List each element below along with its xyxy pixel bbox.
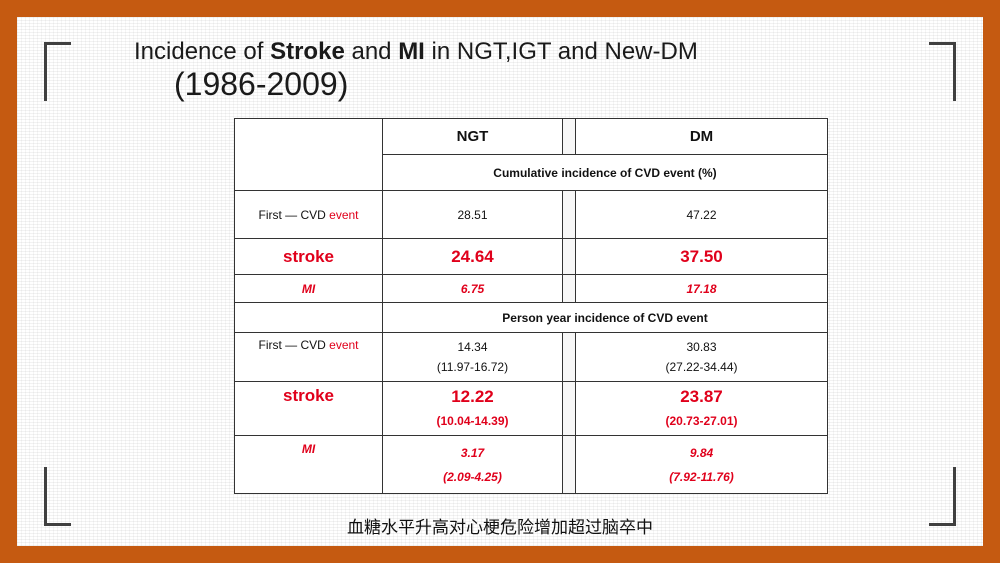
table-row: NGT DM (234, 118, 828, 191)
column-separator (562, 118, 576, 155)
confidence-interval: (11.97-16.72) (436, 360, 509, 374)
slide: Incidence of Stroke and MI in NGT,IGT an… (17, 17, 983, 546)
row-label-mi: MI (234, 274, 383, 303)
title-years: (1986-2009) (174, 66, 349, 102)
table-row: First — CVD event 28.51 47.22 (234, 190, 828, 239)
first-cvd-event-word: event (329, 338, 359, 352)
table-blank-cell (234, 302, 383, 333)
table-row: MI 3.17 (2.09-4.25) 9.84 (7.92-11.76) (234, 435, 828, 494)
cell-py-stroke-dm: 23.87 (20.73-27.01) (575, 381, 828, 436)
value: 9.84 (689, 445, 714, 460)
title-suffix: in NGT,IGT and New-DM (424, 38, 698, 65)
first-cvd-event-word: event (329, 207, 359, 222)
header-ngt: NGT (382, 118, 563, 155)
cell-cum-first-dm: 47.22 (575, 190, 828, 239)
value: 23.87 (680, 386, 723, 406)
table-row: Person year incidence of CVD event (234, 302, 828, 333)
corner-bracket-top-left (44, 42, 71, 101)
column-separator (562, 274, 576, 303)
column-separator (562, 381, 576, 436)
corner-bracket-bottom-right (929, 467, 956, 526)
slide-title: Incidence of Stroke and MI in NGT,IGT an… (134, 37, 834, 101)
table-corner-cell (234, 118, 383, 191)
cell-cum-mi-ngt: 6.75 (382, 274, 563, 303)
confidence-interval: (20.73-27.01) (665, 413, 738, 428)
table-row: stroke 12.22 (10.04-14.39) 23.87 (20.73-27… (234, 381, 828, 436)
cell-cum-first-ngt: 28.51 (382, 190, 563, 239)
column-separator (562, 190, 576, 239)
title-prefix: Incidence of (134, 38, 271, 65)
value: 3.17 (460, 445, 485, 460)
value: 30.83 (686, 340, 717, 354)
row-label-stroke: stroke (234, 238, 383, 275)
confidence-interval: (7.92-11.76) (669, 469, 734, 484)
cell-py-first-dm: 30.83 (27.22-34.44) (575, 332, 828, 382)
cell-cum-stroke-ngt: 24.64 (382, 238, 563, 275)
caption: 血糖水平升高对心梗危险增加超过脑卒中 (347, 518, 653, 538)
table-row: MI 6.75 17.18 (234, 274, 828, 303)
incidence-table: NGT DM Cumulative incidence of CVD event… (234, 118, 828, 494)
value: 14.34 (457, 340, 488, 354)
confidence-interval: (27.22-34.44) (665, 360, 738, 374)
corner-bracket-top-right (929, 42, 956, 101)
corner-bracket-bottom-left (44, 467, 71, 526)
cell-cum-mi-dm: 17.18 (575, 274, 828, 303)
row-label-first-cvd: First — CVD event (234, 332, 383, 382)
title-mi: MI (398, 38, 425, 65)
row-label-mi: MI (234, 435, 383, 494)
column-separator (562, 332, 576, 382)
table-row: First — CVD event 14.34 (11.97-16.72) 30.… (234, 332, 828, 382)
row-label-first-cvd: First — CVD event (234, 190, 383, 239)
confidence-interval: (2.09-4.25) (443, 469, 502, 484)
value: 12.22 (451, 386, 494, 406)
cell-py-mi-dm: 9.84 (7.92-11.76) (575, 435, 828, 494)
column-separator (562, 435, 576, 494)
cell-py-stroke-ngt: 12.22 (10.04-14.39) (382, 381, 563, 436)
column-separator (562, 238, 576, 275)
cell-cum-stroke-dm: 37.50 (575, 238, 828, 275)
cell-py-mi-ngt: 3.17 (2.09-4.25) (382, 435, 563, 494)
section-cumulative: Cumulative incidence of CVD event (%) (382, 154, 828, 191)
header-dm: DM (575, 118, 828, 155)
title-stroke: Stroke (270, 38, 345, 65)
confidence-interval: (10.04-14.39) (436, 413, 509, 428)
title-and: and (344, 38, 399, 65)
section-person-year: Person year incidence of CVD event (382, 302, 828, 333)
first-cvd-prefix: First — CVD (258, 338, 330, 352)
row-label-stroke: stroke (234, 381, 383, 436)
table-row: stroke 24.64 37.50 (234, 238, 828, 275)
cell-py-first-ngt: 14.34 (11.97-16.72) (382, 332, 563, 382)
title-line-1: Incidence of Stroke and MI in NGT,IGT an… (134, 37, 834, 67)
first-cvd-prefix: First — CVD (258, 207, 330, 222)
